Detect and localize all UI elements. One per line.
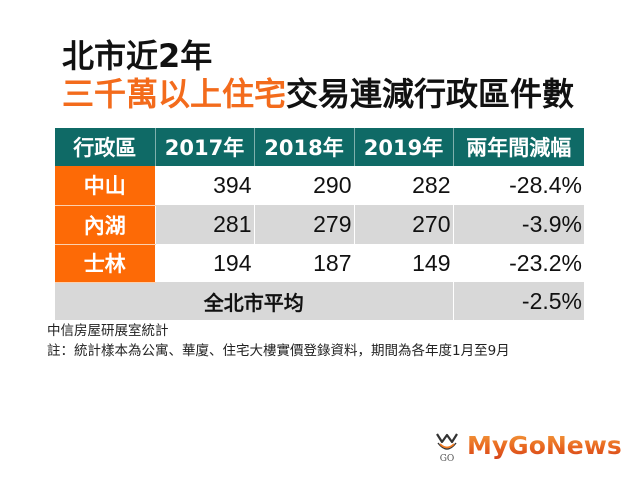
title-line-2: 三千萬以上住宅交易連減行政區件數 <box>62 76 574 112</box>
value-2018: 290 <box>253 166 354 205</box>
district-transactions-table: 行政區 2017年 2018年 2019年 兩年間減幅 中山 394 290 2… <box>55 128 584 320</box>
value-2017: 281 <box>154 205 254 244</box>
title-rest: 交易連減行政區件數 <box>286 75 575 113</box>
value-2018: 279 <box>253 205 354 244</box>
value-2018: 187 <box>253 244 354 282</box>
value-2017: 394 <box>154 166 254 205</box>
district-cell: 士林 <box>55 244 155 283</box>
value-change: -3.9% <box>452 205 584 244</box>
summary-label: 全北市平均 <box>55 282 453 320</box>
value-2019: 149 <box>353 244 453 282</box>
table-header-row: 行政區 2017年 2018年 2019年 兩年間減幅 <box>55 128 584 166</box>
header-2019: 2019年 <box>353 128 453 166</box>
summary-row: 全北市平均 -2.5% <box>55 282 584 320</box>
table-row: 中山 394 290 282 -28.4% <box>55 166 584 206</box>
value-change: -23.2% <box>452 244 584 282</box>
header-change: 兩年間減幅 <box>452 128 584 166</box>
table-row: 內湖 281 279 270 -3.9% <box>55 205 584 245</box>
header-2017: 2017年 <box>154 128 254 166</box>
value-2019: 282 <box>353 166 453 205</box>
mygonews-logo-text: MyGoNews <box>467 431 622 460</box>
district-cell: 中山 <box>55 166 155 206</box>
title-highlight: 三千萬以上住宅 <box>62 75 287 113</box>
title-line-1: 北市近2年 <box>62 37 213 75</box>
value-2019: 270 <box>353 205 453 244</box>
value-change: -28.4% <box>452 166 584 205</box>
summary-change: -2.5% <box>452 282 584 320</box>
data-note: 註：統計樣本為公寓、華廈、住宅大樓實價登錄資料，期間為各年度1月至9月 <box>47 343 510 359</box>
district-cell: 內湖 <box>55 205 155 245</box>
mygonews-logo-icon: GO <box>436 433 458 463</box>
logo-icon-text: GO <box>440 454 455 463</box>
header-district: 行政區 <box>55 128 155 166</box>
source-note: 中信房屋研展室統計 <box>47 323 169 339</box>
value-2017: 194 <box>154 244 254 282</box>
table-row: 士林 194 187 149 -23.2% <box>55 244 584 283</box>
header-2018: 2018年 <box>253 128 354 166</box>
